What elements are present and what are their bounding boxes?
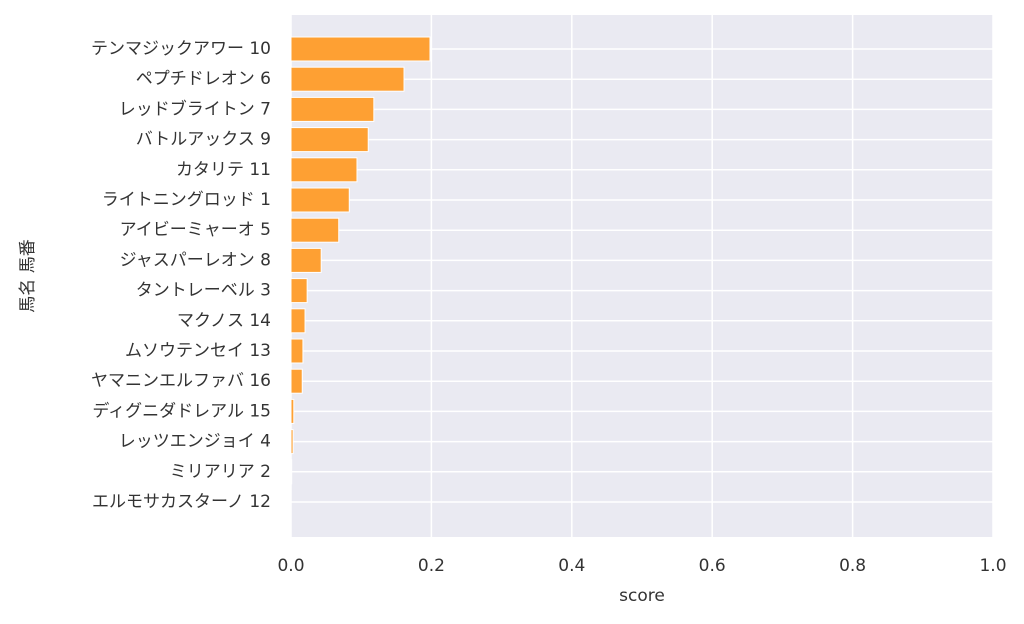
bar bbox=[290, 398, 295, 424]
bar bbox=[290, 247, 322, 273]
y-tick-label: カタリテ 11 bbox=[176, 160, 271, 180]
bar bbox=[290, 429, 294, 455]
x-axis-label: score bbox=[619, 586, 665, 606]
x-tick-label: 0.6 bbox=[699, 556, 726, 576]
bar bbox=[290, 217, 340, 243]
y-tick-label: ライトニングロッド 1 bbox=[102, 190, 271, 210]
y-tick-label: タントレーベル 3 bbox=[136, 281, 271, 301]
y-tick-label: テンマジックアワー 10 bbox=[91, 39, 271, 59]
bar bbox=[290, 127, 369, 153]
y-axis-label: 馬名 馬番 bbox=[18, 239, 38, 312]
bar bbox=[290, 96, 375, 122]
bar bbox=[290, 459, 293, 485]
x-tick-label: 0.2 bbox=[418, 556, 445, 576]
bar bbox=[290, 338, 304, 364]
y-tick-label: レッツエンジョイ 4 bbox=[119, 432, 271, 452]
bar bbox=[290, 157, 358, 183]
bar bbox=[290, 308, 306, 334]
x-tick-label: 0.8 bbox=[839, 556, 866, 576]
y-tick-label: バトルアックス 9 bbox=[136, 130, 271, 150]
bar bbox=[290, 66, 405, 92]
bar bbox=[290, 278, 308, 304]
y-tick-label: ジャスパーレオン 8 bbox=[120, 250, 271, 270]
y-tick-label: エルモサカスターノ 12 bbox=[92, 492, 271, 512]
y-tick-label: ディグニダドレアル 15 bbox=[92, 400, 271, 421]
y-tick-label: ミリアリア 2 bbox=[170, 462, 271, 482]
y-tick-label: レッドブライトン 7 bbox=[119, 98, 271, 119]
y-tick-label: マクノス 14 bbox=[177, 311, 271, 331]
x-tick-label: 1.0 bbox=[979, 556, 1006, 576]
plot-area bbox=[291, 15, 993, 537]
bar bbox=[290, 368, 303, 394]
x-tick-label: 0.0 bbox=[277, 556, 304, 576]
y-tick-label: ペプチドレオン 6 bbox=[136, 69, 271, 89]
bar bbox=[290, 36, 431, 62]
y-tick-label: ヤマニンエルファバ 16 bbox=[91, 371, 271, 391]
x-tick-label: 0.4 bbox=[558, 556, 585, 576]
bar bbox=[290, 187, 350, 213]
y-tick-label: ムソウテンセイ 13 bbox=[125, 341, 271, 361]
y-tick-label: アイビーミャーオ 5 bbox=[120, 220, 271, 240]
